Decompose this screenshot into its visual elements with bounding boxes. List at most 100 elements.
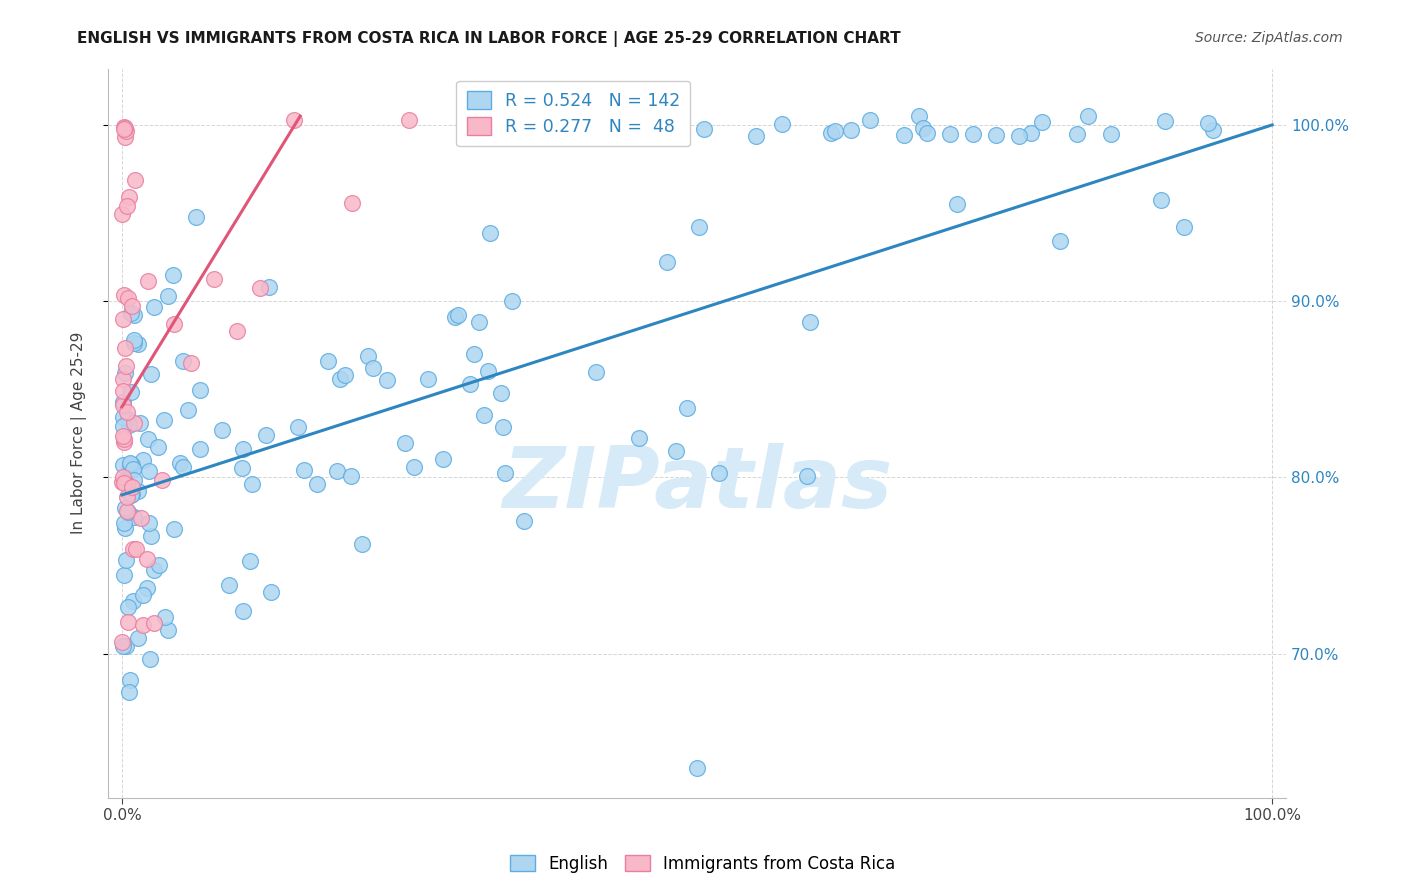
Point [1202, 122, 1225, 136]
Point [111, 635, 134, 649]
Point [146, 440, 169, 454]
Point [820, 126, 842, 140]
Point [1019, 126, 1042, 140]
Point [180, 356, 202, 370]
Point [127, 632, 149, 646]
Point [122, 509, 145, 524]
Point [398, 112, 420, 127]
Point [676, 401, 699, 415]
Point [316, 353, 339, 368]
Point [202, 272, 225, 286]
Point [131, 618, 153, 632]
Point [467, 315, 489, 329]
Point [260, 585, 283, 599]
Point [118, 456, 141, 470]
Point [112, 121, 135, 136]
Point [513, 514, 536, 528]
Point [111, 429, 134, 443]
Point [143, 563, 166, 577]
Point [115, 124, 138, 138]
Point [118, 457, 141, 471]
Point [156, 624, 179, 638]
Point [627, 431, 650, 445]
Point [239, 554, 262, 568]
Point [404, 459, 426, 474]
Point [127, 484, 149, 499]
Point [114, 500, 136, 515]
Point [122, 416, 145, 430]
Point [117, 615, 139, 629]
Point [136, 551, 159, 566]
Point [120, 306, 142, 320]
Point [339, 469, 361, 483]
Point [121, 299, 143, 313]
Y-axis label: In Labor Force | Age 25-29: In Labor Force | Age 25-29 [72, 332, 87, 534]
Point [305, 476, 328, 491]
Point [283, 112, 305, 127]
Legend: R = 0.524   N = 142, R = 0.277   N =  48: R = 0.524 N = 142, R = 0.277 N = 48 [456, 81, 690, 146]
Point [139, 529, 162, 543]
Point [693, 121, 716, 136]
Point [1049, 234, 1071, 248]
Point [477, 364, 499, 378]
Point [112, 432, 135, 446]
Point [824, 124, 846, 138]
Point [394, 436, 416, 450]
Text: ZIPatlas: ZIPatlas [502, 442, 893, 526]
Point [122, 594, 145, 608]
Point [112, 410, 135, 425]
Point [117, 412, 139, 426]
Point [112, 120, 135, 134]
Point [172, 460, 194, 475]
Point [1173, 220, 1195, 235]
Point [946, 197, 969, 211]
Point [120, 487, 142, 501]
Point [122, 542, 145, 557]
Point [375, 373, 398, 387]
Point [138, 516, 160, 531]
Point [1077, 109, 1099, 123]
Point [111, 384, 134, 399]
Point [163, 522, 186, 536]
Point [114, 130, 136, 145]
Point [112, 288, 135, 302]
Point [122, 473, 145, 487]
Point [114, 553, 136, 567]
Point [858, 112, 880, 127]
Point [188, 442, 211, 456]
Point [911, 121, 934, 136]
Point [770, 117, 793, 131]
Point [489, 386, 512, 401]
Point [114, 120, 136, 135]
Point [120, 385, 142, 400]
Point [112, 476, 135, 491]
Point [114, 521, 136, 535]
Point [127, 336, 149, 351]
Point [115, 199, 138, 213]
Point [1154, 114, 1177, 128]
Point [118, 673, 141, 687]
Point [287, 420, 309, 434]
Point [176, 403, 198, 417]
Point [1150, 193, 1173, 207]
Point [117, 600, 139, 615]
Point [796, 468, 818, 483]
Point [688, 219, 710, 234]
Point [479, 226, 502, 240]
Point [1099, 127, 1122, 141]
Point [361, 361, 384, 376]
Point [962, 128, 984, 142]
Point [138, 463, 160, 477]
Point [188, 383, 211, 397]
Point [893, 128, 915, 143]
Point [121, 480, 143, 494]
Point [136, 581, 159, 595]
Point [655, 255, 678, 269]
Point [122, 333, 145, 347]
Point [112, 435, 135, 450]
Point [472, 408, 495, 422]
Point [111, 372, 134, 386]
Point [463, 347, 485, 361]
Point [249, 281, 271, 295]
Point [357, 349, 380, 363]
